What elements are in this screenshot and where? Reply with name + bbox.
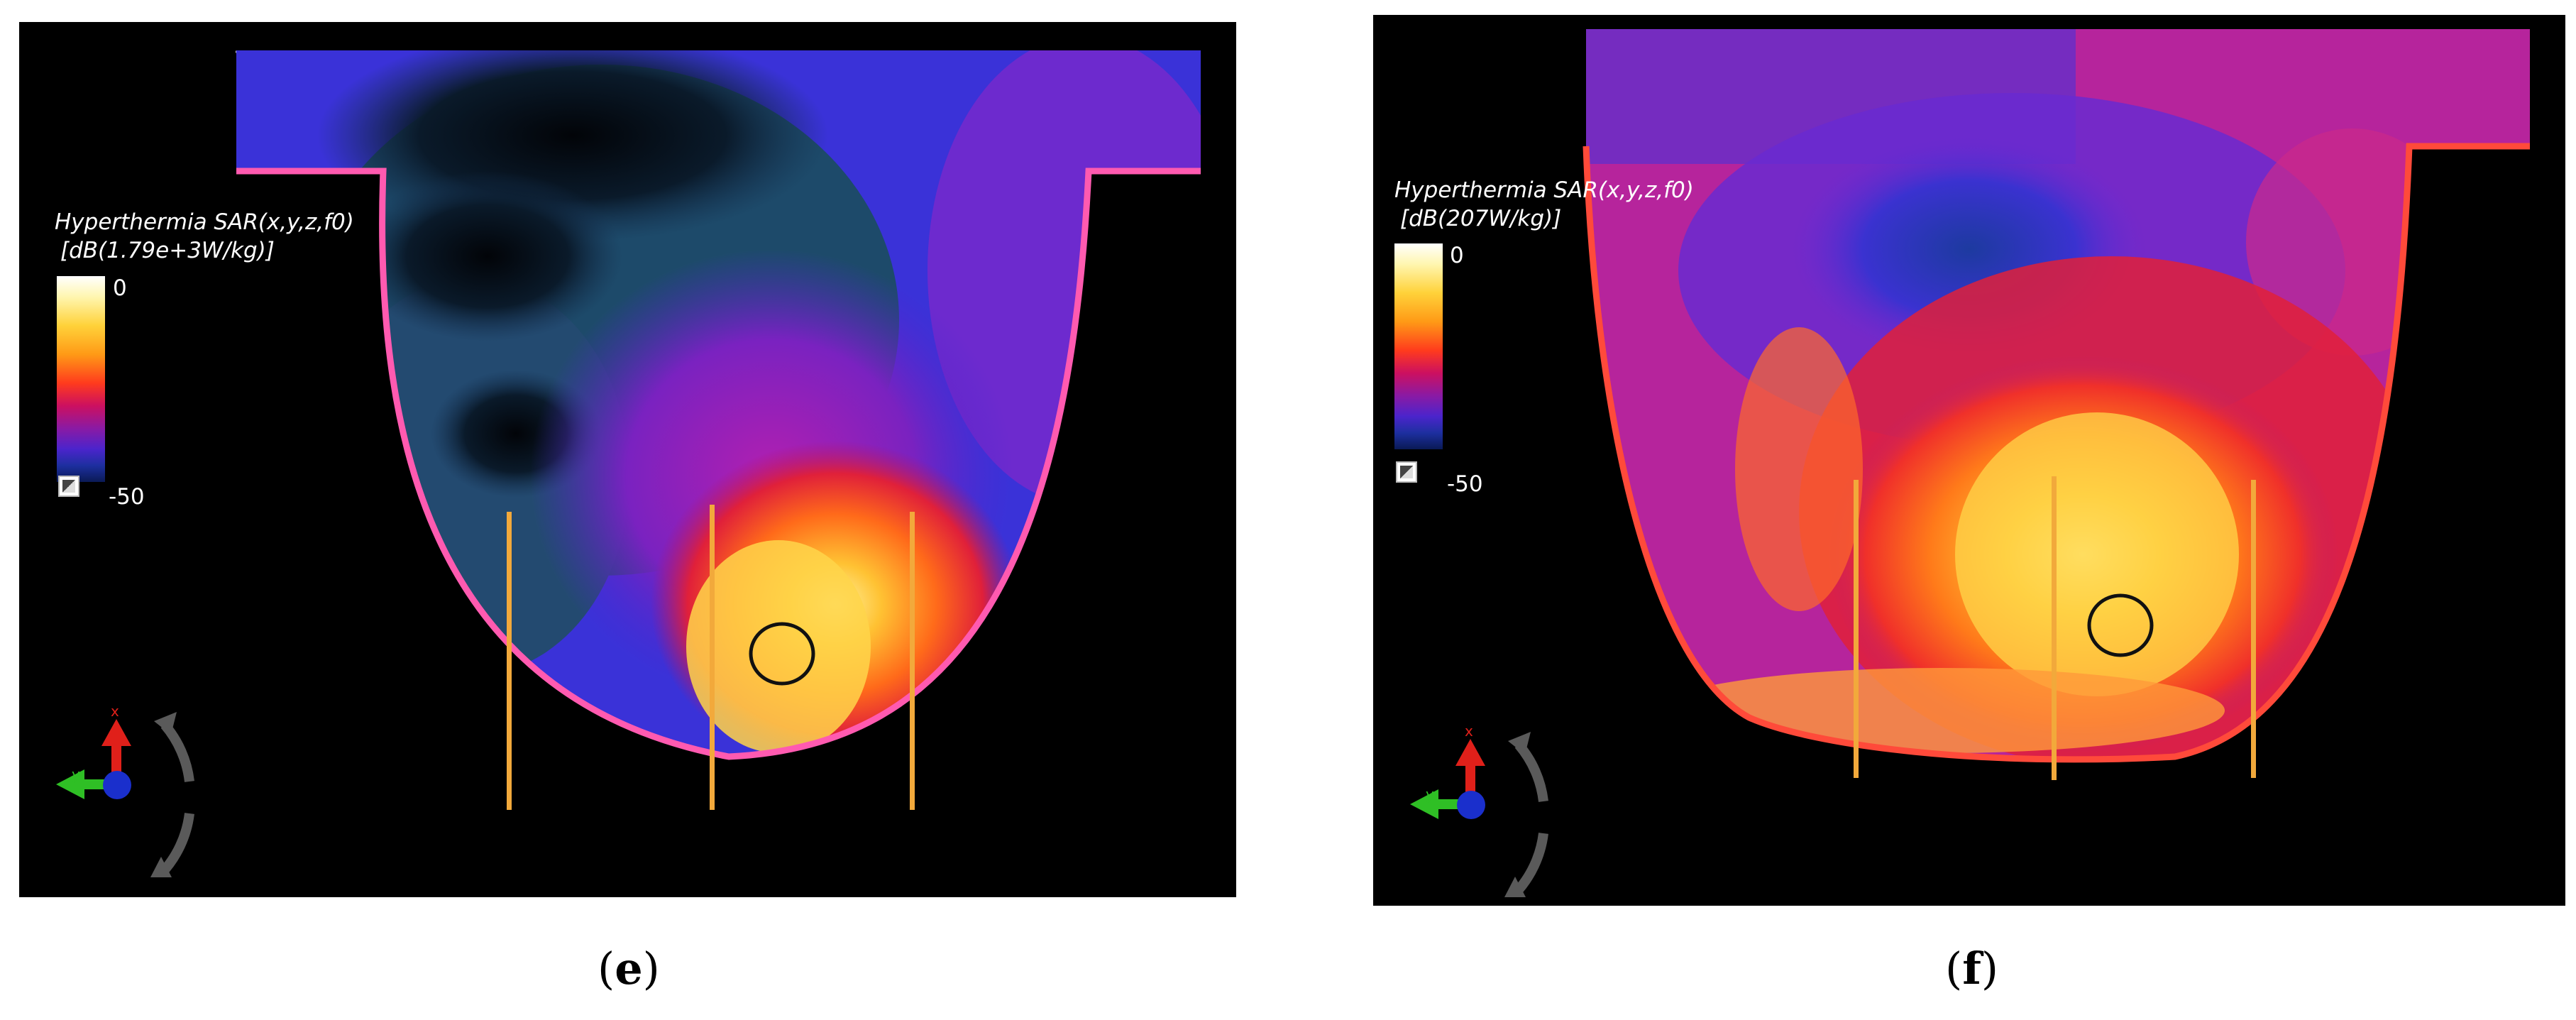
sar-panel-e: x y Hyperthermia SAR(x,y,z,f0) [dB(1.79e… bbox=[19, 22, 1236, 897]
rotate-arrows-icon-e[interactable] bbox=[157, 721, 194, 877]
probe-f-3 bbox=[2251, 480, 2256, 778]
tumor-target-f bbox=[2087, 593, 2154, 657]
legend-min-f: -50 bbox=[1447, 471, 1483, 497]
caption-e: (e) bbox=[598, 944, 660, 994]
probe-f-1 bbox=[1854, 480, 1859, 778]
legend-title-e: Hyperthermia SAR(x,y,z,f0) [dB(1.79e+3W/… bbox=[55, 208, 354, 265]
breast-model-f bbox=[1586, 29, 2530, 759]
sar-visualization-e: x y bbox=[56, 50, 1201, 877]
legend-min-e: -50 bbox=[109, 484, 145, 510]
caption-e-open: ( bbox=[598, 943, 615, 994]
caption-f: (f) bbox=[1945, 944, 1998, 994]
color-scale-bar-f bbox=[1394, 243, 1443, 449]
rotate-arrowhead-bottom-f bbox=[1504, 877, 1526, 897]
axis-label-x-e: x bbox=[111, 703, 119, 720]
breast-model-e bbox=[236, 50, 1201, 757]
color-scale-bar-e bbox=[57, 276, 105, 482]
axis-label-y-e: y bbox=[72, 766, 80, 783]
caption-f-letter: f bbox=[1962, 943, 1981, 994]
rotate-arrowhead-top-e bbox=[154, 712, 177, 735]
axis-label-y-f: y bbox=[1426, 786, 1434, 803]
axis-gizmo-e bbox=[56, 719, 131, 799]
axis-label-x-f: x bbox=[1465, 723, 1473, 740]
rotate-arrowhead-top-f bbox=[1508, 732, 1531, 755]
probe-e-2 bbox=[710, 505, 715, 810]
probe-e-3 bbox=[910, 512, 915, 810]
sar-panel-f: x y Hyperthermia SAR(x,y,z,f0) [dB(207W/… bbox=[1373, 15, 2565, 906]
rotate-arrowhead-bottom-e bbox=[150, 857, 172, 877]
caption-e-close: ) bbox=[642, 943, 660, 994]
skin-edge-f bbox=[1583, 143, 2530, 763]
legend-quantity-e: Hyperthermia SAR(x,y,z,f0) bbox=[55, 209, 354, 235]
axis-gizmo-f bbox=[1410, 739, 1485, 819]
legend-unit-f: [dB(207W/kg)] bbox=[1400, 206, 1562, 231]
legend-max-e: 0 bbox=[113, 275, 127, 301]
probe-f-2 bbox=[2052, 476, 2057, 780]
legend-unit-e: [dB(1.79e+3W/kg)] bbox=[60, 238, 275, 263]
legend-title-f: Hyperthermia SAR(x,y,z,f0) [dB(207W/kg)] bbox=[1394, 176, 1694, 233]
colormap-settings-icon-e[interactable] bbox=[58, 476, 79, 497]
legend-quantity-f: Hyperthermia SAR(x,y,z,f0) bbox=[1394, 177, 1694, 203]
caption-f-open: ( bbox=[1945, 943, 1963, 994]
colormap-settings-icon-f[interactable] bbox=[1396, 461, 1417, 483]
skin-edge-e bbox=[236, 168, 1201, 760]
probe-e-1 bbox=[507, 512, 512, 810]
tumor-target-e bbox=[749, 622, 815, 686]
rotate-arrows-icon-f[interactable] bbox=[1511, 741, 1548, 897]
caption-e-letter: e bbox=[615, 943, 643, 994]
sar-visualization-f: x y bbox=[1410, 29, 2530, 897]
caption-f-close: ) bbox=[1981, 943, 1999, 994]
legend-max-f: 0 bbox=[1450, 243, 1464, 268]
